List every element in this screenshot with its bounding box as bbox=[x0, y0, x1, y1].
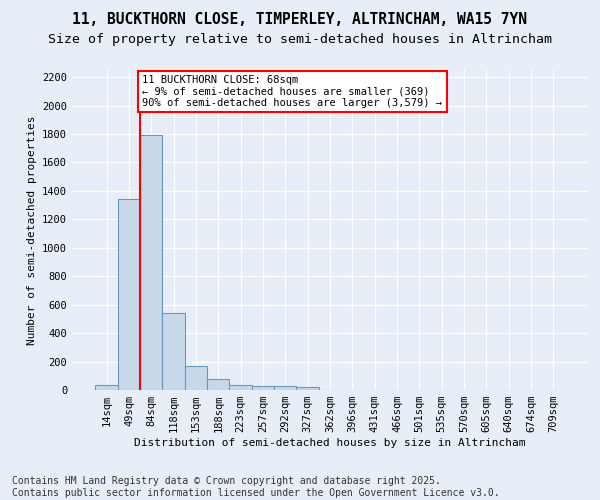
Bar bbox=[140, 136, 163, 390]
Bar bbox=[118, 200, 140, 390]
Bar bbox=[229, 385, 252, 390]
Bar bbox=[296, 387, 319, 390]
Bar bbox=[274, 386, 296, 390]
Bar bbox=[207, 378, 229, 390]
Text: 11, BUCKTHORN CLOSE, TIMPERLEY, ALTRINCHAM, WA15 7YN: 11, BUCKTHORN CLOSE, TIMPERLEY, ALTRINCH… bbox=[73, 12, 527, 28]
Y-axis label: Number of semi-detached properties: Number of semi-detached properties bbox=[26, 116, 37, 345]
Bar bbox=[252, 386, 274, 390]
X-axis label: Distribution of semi-detached houses by size in Altrincham: Distribution of semi-detached houses by … bbox=[134, 438, 526, 448]
Bar bbox=[95, 385, 118, 390]
Bar bbox=[163, 313, 185, 390]
Text: Contains HM Land Registry data © Crown copyright and database right 2025.
Contai: Contains HM Land Registry data © Crown c… bbox=[12, 476, 500, 498]
Bar bbox=[185, 366, 207, 390]
Text: Size of property relative to semi-detached houses in Altrincham: Size of property relative to semi-detach… bbox=[48, 32, 552, 46]
Text: 11 BUCKTHORN CLOSE: 68sqm
← 9% of semi-detached houses are smaller (369)
90% of : 11 BUCKTHORN CLOSE: 68sqm ← 9% of semi-d… bbox=[142, 74, 442, 108]
